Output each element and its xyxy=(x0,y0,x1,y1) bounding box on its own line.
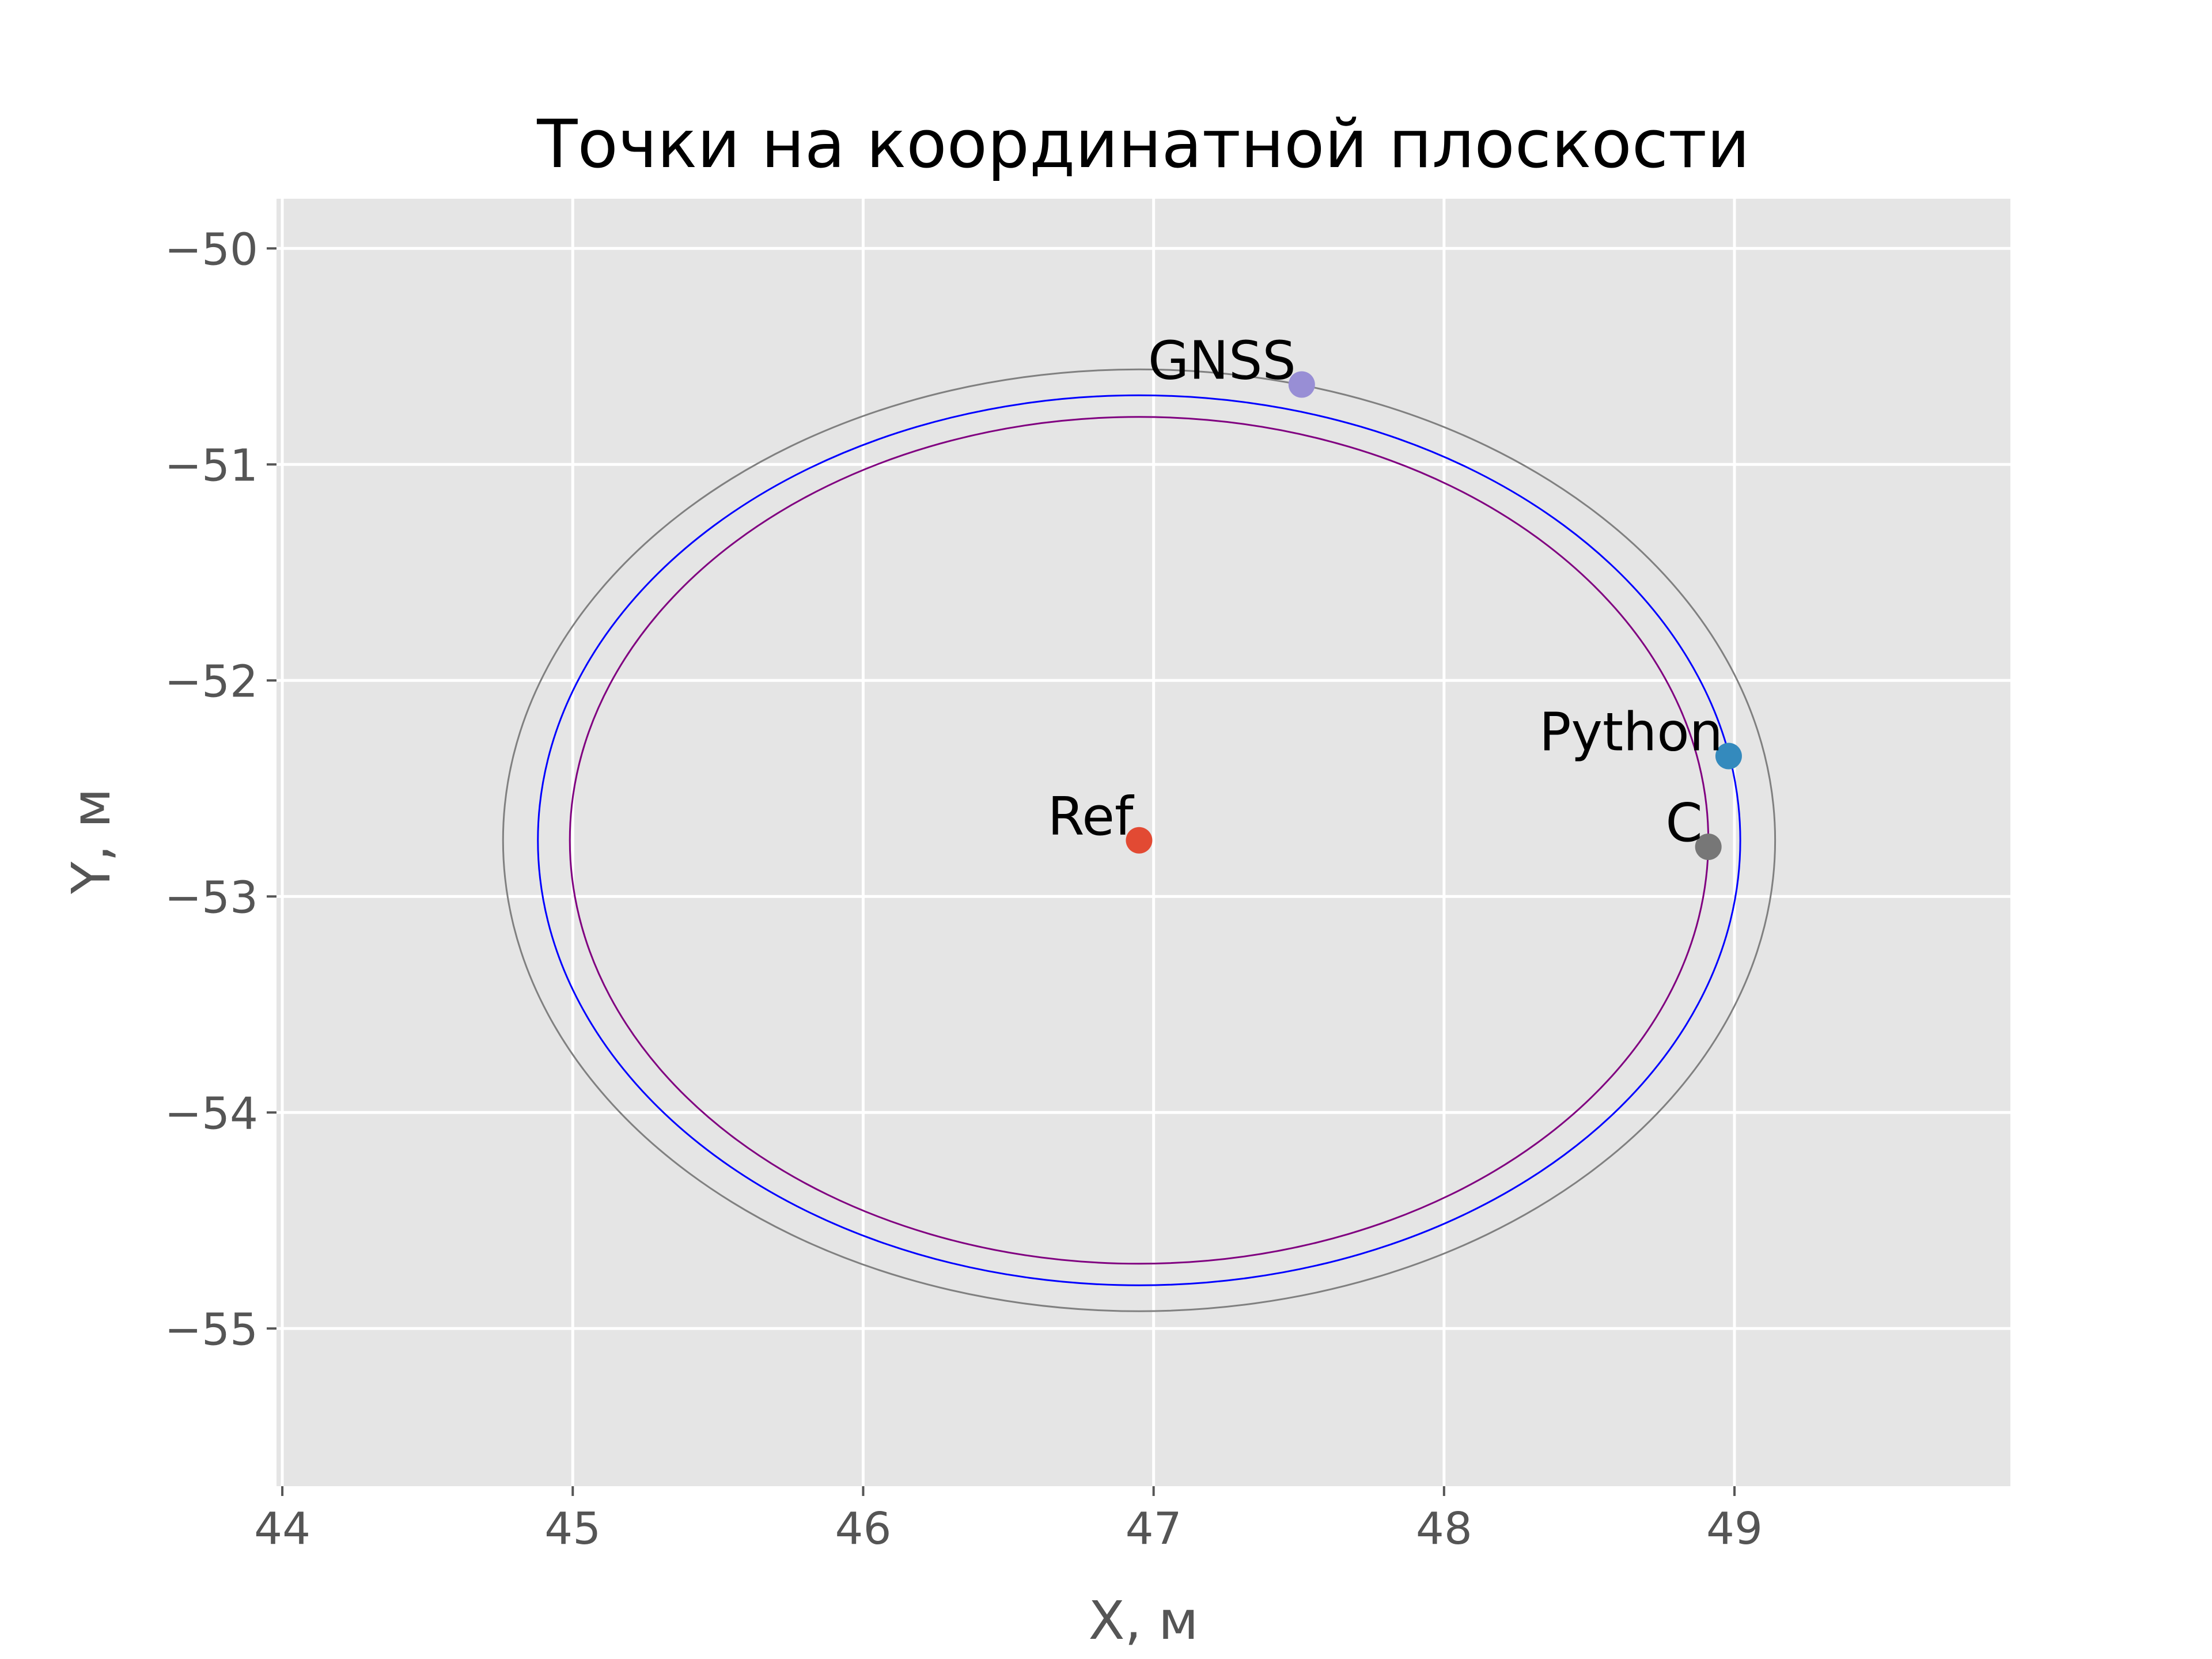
point-ref xyxy=(1126,827,1153,854)
error-ellipse xyxy=(502,368,1777,1312)
x-tick-label: 45 xyxy=(544,1503,601,1555)
y-tick-label: −50 xyxy=(165,224,259,275)
x-axis-label: X, м xyxy=(1089,1590,1199,1652)
y-tick-label: −53 xyxy=(165,872,259,923)
x-tick-label: 46 xyxy=(835,1503,891,1555)
x-tick-label: 48 xyxy=(1416,1503,1472,1555)
y-tick-label: −54 xyxy=(165,1088,259,1139)
error-ellipse xyxy=(537,394,1741,1286)
y-tick-label: −55 xyxy=(165,1304,259,1355)
point-label-gnss: GNSS xyxy=(1148,330,1296,392)
chart-title: Точки на координатной плоскости xyxy=(536,106,1750,183)
point-label-python: Python xyxy=(1539,702,1723,763)
point-c xyxy=(1695,834,1722,860)
y-tick-label: −52 xyxy=(165,656,259,707)
point-labels: Ref GNSS Python C xyxy=(1048,330,1723,854)
grid xyxy=(276,199,2010,1486)
point-gnss xyxy=(1288,371,1315,398)
points xyxy=(1126,371,1742,860)
point-label-c: C xyxy=(1665,792,1702,854)
point-python xyxy=(1715,743,1742,770)
y-tick-label: −51 xyxy=(165,440,259,491)
y-axis-label: Y, м xyxy=(60,788,122,895)
x-tick-label: 47 xyxy=(1126,1503,1182,1555)
point-label-ref: Ref xyxy=(1048,786,1135,847)
ticks: 44 45 46 47 48 49 −50 −51 −52 −53 −54 −55 xyxy=(165,224,1763,1555)
x-tick-label: 44 xyxy=(254,1503,310,1555)
x-tick-label: 49 xyxy=(1706,1503,1763,1555)
